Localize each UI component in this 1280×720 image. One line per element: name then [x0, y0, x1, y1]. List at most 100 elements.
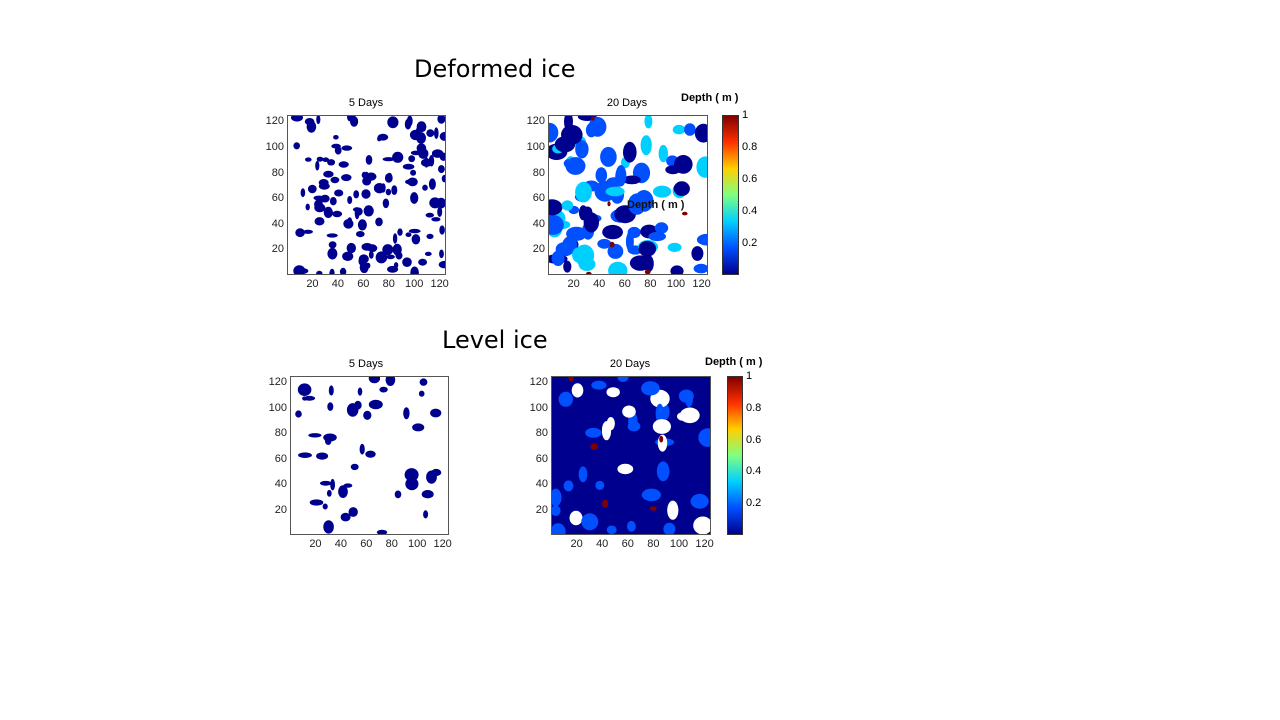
heatmap-blob — [361, 243, 373, 251]
heatmap-blob — [670, 265, 684, 274]
heatmap-blob — [607, 243, 624, 259]
x-tick-label: 40 — [596, 538, 609, 550]
heatmap-blob — [410, 169, 417, 176]
heatmap-blob — [305, 157, 312, 162]
level-colorbar — [727, 376, 743, 535]
heatmap-blob — [617, 463, 634, 475]
heatmap-blob — [323, 170, 334, 178]
heatmap-blob — [570, 131, 581, 142]
heatmap-blob — [648, 231, 666, 242]
heatmap-blob — [305, 203, 310, 211]
heatmap-blob — [641, 488, 661, 502]
heatmap-blob — [353, 190, 360, 199]
heatmap-blob — [322, 157, 330, 162]
heatmap-blob — [693, 263, 707, 274]
heatmap-blob — [423, 510, 429, 519]
y-tick-label: 120 — [265, 115, 284, 128]
heatmap-blob — [365, 450, 376, 458]
y-tick-label: 60 — [271, 192, 284, 205]
heatmap-blob — [581, 513, 599, 531]
heatmap-blob — [387, 265, 399, 273]
heatmap-blob — [667, 242, 682, 252]
heatmap-blob — [329, 197, 337, 206]
heatmap-blob — [658, 144, 668, 163]
colorbar-tick-label: 0.4 — [746, 465, 762, 478]
heatmap-blob — [595, 480, 605, 490]
x-tick-label: 100 — [408, 538, 427, 550]
heatmap-blob — [316, 270, 323, 274]
heatmap-blob — [291, 116, 303, 122]
x-tick-label: 80 — [647, 538, 660, 550]
x-tick-label: 60 — [621, 538, 634, 550]
heatmap-blob — [419, 378, 428, 386]
heatmap-blob — [346, 242, 356, 254]
heatmap-blob — [578, 466, 588, 483]
heatmap-blob — [314, 199, 323, 210]
heatmap-blob — [549, 214, 564, 235]
heatmap-blob — [302, 229, 313, 234]
heatmap-blob — [679, 407, 700, 424]
y-tick-label: 20 — [535, 503, 548, 516]
heatmap-blob — [641, 381, 660, 396]
y-tick-label: 40 — [274, 478, 287, 491]
colorbar-tick-label: 0.2 — [746, 497, 762, 510]
heatmap-blob — [638, 240, 657, 257]
heatmap-blob — [350, 116, 359, 127]
heatmap-blob — [625, 232, 634, 252]
heatmap-blob — [357, 387, 363, 396]
heatmap-blob — [562, 236, 578, 255]
heatmap-blob — [431, 217, 441, 222]
heatmap-blob — [327, 247, 338, 260]
heatmap-background — [552, 377, 710, 534]
x-tick-label: 100 — [669, 538, 689, 550]
heatmap-blob — [566, 226, 587, 241]
y-tick-label: 60 — [274, 452, 287, 465]
heatmap-blob — [622, 405, 636, 418]
heatmap-blob — [298, 452, 312, 458]
heatmap-blob — [674, 155, 693, 174]
heatmap-blob — [439, 225, 445, 235]
heatmap-blob — [340, 512, 351, 522]
heatmap-blob — [409, 129, 422, 141]
heatmap-blob — [654, 222, 669, 234]
y-tick-label: 20 — [532, 243, 545, 256]
heatmap-blob — [568, 377, 574, 382]
heatmap-blob — [606, 387, 620, 398]
heatmap-blob — [649, 506, 657, 511]
heatmap-blob — [408, 155, 416, 163]
heatmap-blob — [404, 468, 419, 482]
heatmap-blob — [410, 266, 419, 274]
heatmap-blob — [368, 251, 374, 259]
heatmap-blob — [684, 123, 696, 136]
heatmap-blob — [563, 260, 572, 273]
heatmap-blob — [327, 159, 336, 166]
heatmap-blob — [595, 167, 608, 184]
heatmap-blob — [591, 116, 595, 121]
heatmap-blob — [439, 249, 444, 259]
heatmap-blob — [605, 186, 625, 197]
heatmap-blob — [363, 205, 374, 217]
heatmap-blob — [334, 146, 342, 155]
heatmap-blob — [552, 523, 566, 534]
heatmap-blob — [338, 485, 348, 498]
heatmap-blob — [696, 156, 707, 178]
heatmap-blob — [315, 160, 320, 171]
heatmap-blob — [628, 193, 646, 215]
heatmap-blob — [382, 157, 395, 162]
y-tick-label: 60 — [535, 452, 548, 465]
x-tick-label: 20 — [306, 278, 319, 290]
heatmap-blob — [379, 386, 388, 393]
heatmap-blob — [673, 181, 690, 197]
heatmap-blob — [590, 443, 598, 450]
heatmap-blob — [571, 383, 584, 398]
y-tick-label: 40 — [535, 478, 548, 491]
heatmap-blob — [437, 206, 443, 217]
heatmap-blob — [368, 377, 381, 384]
y-tick-label: 80 — [271, 166, 284, 179]
heatmap-blob — [615, 165, 627, 187]
x-tick-label: 60 — [357, 278, 370, 290]
heatmap-blob — [426, 129, 435, 137]
heatmap-blob — [644, 116, 653, 129]
heatmap-blob — [552, 488, 562, 507]
y-tick-label: 100 — [268, 401, 287, 414]
